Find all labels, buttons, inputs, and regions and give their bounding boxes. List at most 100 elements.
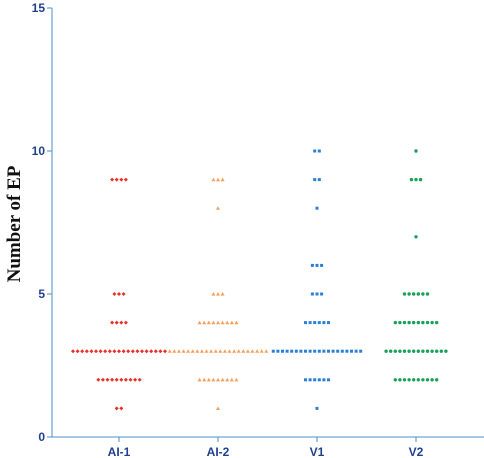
data-point-ai-1 <box>119 177 124 182</box>
data-point-v1 <box>308 378 312 382</box>
data-point-v2 <box>425 320 430 325</box>
data-point-ai-2 <box>204 349 209 353</box>
data-point-ai-2 <box>236 349 241 353</box>
data-point-ai-2 <box>216 292 220 296</box>
data-point-ai-2 <box>206 377 211 382</box>
data-point-ai-1 <box>89 349 94 354</box>
data-point-v1 <box>276 349 280 353</box>
data-point-v2 <box>409 177 414 182</box>
data-point-ai-1 <box>75 349 80 354</box>
data-point-ai-2 <box>199 349 204 353</box>
data-point-ai-1 <box>149 349 154 354</box>
data-point-v1 <box>308 349 312 353</box>
y-tick-label: 10 <box>32 144 46 158</box>
data-point-ai-1 <box>119 320 124 325</box>
data-point-ai-2 <box>216 177 220 182</box>
data-point-ai-1 <box>71 349 75 354</box>
y-tick-label: 0 <box>38 430 45 444</box>
data-point-v2 <box>430 349 434 353</box>
data-point-v2 <box>430 378 434 382</box>
data-point-ai-2 <box>222 349 227 353</box>
data-point-v2 <box>407 320 411 325</box>
data-point-ai-2 <box>167 349 172 353</box>
data-point-v2 <box>398 320 402 325</box>
data-point-v2 <box>393 378 397 382</box>
data-point-v2 <box>407 292 411 296</box>
data-point-ai-2 <box>216 406 220 410</box>
data-point-v1 <box>340 349 344 353</box>
data-point-v1 <box>315 406 319 410</box>
data-point-ai-1 <box>114 177 119 182</box>
data-point-v2 <box>393 349 397 353</box>
data-point-v1 <box>317 321 321 325</box>
data-point-ai-1 <box>114 377 119 382</box>
data-point-ai-2 <box>220 320 225 325</box>
data-point-ai-2 <box>220 377 225 382</box>
data-point-ai-2 <box>241 349 246 353</box>
data-point-v1 <box>322 321 326 325</box>
x-tick-label: V1 <box>310 445 325 458</box>
data-point-ai-1 <box>123 377 128 382</box>
data-point-v2 <box>393 320 397 325</box>
data-point-v1 <box>313 321 317 325</box>
data-point-ai-1 <box>114 406 119 411</box>
data-point-v2 <box>435 378 439 382</box>
x-ticks: AI-1 AI-2 V1 V2 <box>108 437 424 458</box>
data-point-ai-2 <box>255 349 260 353</box>
data-point-v1 <box>315 263 319 267</box>
data-point-v2 <box>416 349 420 353</box>
data-point-ai-2 <box>234 377 239 382</box>
data-point-v2 <box>444 349 448 353</box>
data-point-ai-1 <box>128 377 133 382</box>
data-point-ai-2 <box>172 349 177 353</box>
data-point-v2 <box>425 292 430 296</box>
data-point-v2 <box>430 320 434 325</box>
data-point-v1 <box>322 349 326 353</box>
data-point-v2 <box>412 320 416 325</box>
data-point-v1 <box>281 349 284 353</box>
data-point-v1 <box>327 378 330 382</box>
data-point-ai-1 <box>135 349 140 354</box>
data-point-ai-2 <box>216 377 220 382</box>
data-point-v2 <box>384 349 388 353</box>
data-point-ai-2 <box>229 320 234 325</box>
data-point-ai-1 <box>100 377 105 382</box>
data-point-v1 <box>320 292 324 296</box>
data-point-v1 <box>350 349 353 353</box>
data-point-v1 <box>317 349 321 353</box>
data-point-v2 <box>418 177 423 182</box>
data-point-v1 <box>315 206 319 210</box>
data-point-v1 <box>304 378 307 382</box>
data-point-v1 <box>304 349 307 353</box>
data-point-v1 <box>336 349 340 353</box>
data-point-ai-1 <box>107 349 112 354</box>
data-point-ai-2 <box>218 349 223 353</box>
data-point-ai-2 <box>190 349 195 353</box>
data-point-ai-1 <box>110 177 115 182</box>
data-point-v1 <box>310 263 314 267</box>
y-axis-label-group: Number of EP <box>4 165 25 282</box>
data-point-ai-1 <box>98 349 103 354</box>
data-point-v2 <box>412 349 416 353</box>
data-point-ai-1 <box>110 377 115 382</box>
data-point-ai-1 <box>84 349 89 354</box>
data-point-ai-2 <box>202 320 207 325</box>
data-point-v1 <box>320 263 324 267</box>
data-point-ai-1 <box>126 349 131 354</box>
data-point-ai-2 <box>220 177 225 182</box>
data-point-ai-2 <box>216 320 220 325</box>
data-point-v1 <box>317 178 321 182</box>
data-point-ai-2 <box>197 320 202 325</box>
data-point-v2 <box>398 349 402 353</box>
data-point-v1 <box>345 349 349 353</box>
data-point-ai-1 <box>163 349 167 354</box>
data-point-v2 <box>421 349 425 353</box>
data-point-ai-2 <box>211 320 216 325</box>
data-point-ai-2 <box>206 320 211 325</box>
data-point-ai-2 <box>195 349 200 353</box>
data-point-ai-2 <box>186 349 191 353</box>
axes <box>51 8 484 438</box>
data-point-ai-1 <box>110 320 115 325</box>
data-point-ai-1 <box>137 377 142 382</box>
